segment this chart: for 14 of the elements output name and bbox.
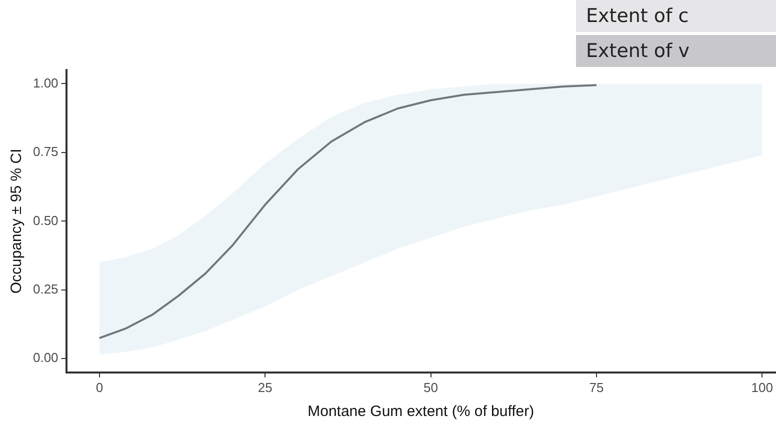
x-tick-label: 0	[96, 380, 104, 395]
x-tick-label: 75	[589, 380, 604, 395]
x-tick-label: 25	[258, 380, 272, 395]
y-axis-title: Occupancy ± 95 % CI	[8, 148, 26, 294]
x-axis-title: Montane Gum extent (% of buffer)	[308, 403, 534, 420]
y-tick-label: 0.50	[32, 212, 58, 228]
x-tick-label: 50	[424, 380, 438, 395]
y-tick-label: 0.00	[32, 350, 58, 366]
y-tick-label: 1.00	[32, 75, 58, 90]
y-tick-label: 0.75	[32, 144, 58, 160]
y-tick-label: 0.25	[32, 282, 58, 297]
text: Extent of c	[576, 0, 776, 32]
x-tick-label: 100	[751, 380, 774, 395]
text: Extent of v	[576, 35, 776, 67]
